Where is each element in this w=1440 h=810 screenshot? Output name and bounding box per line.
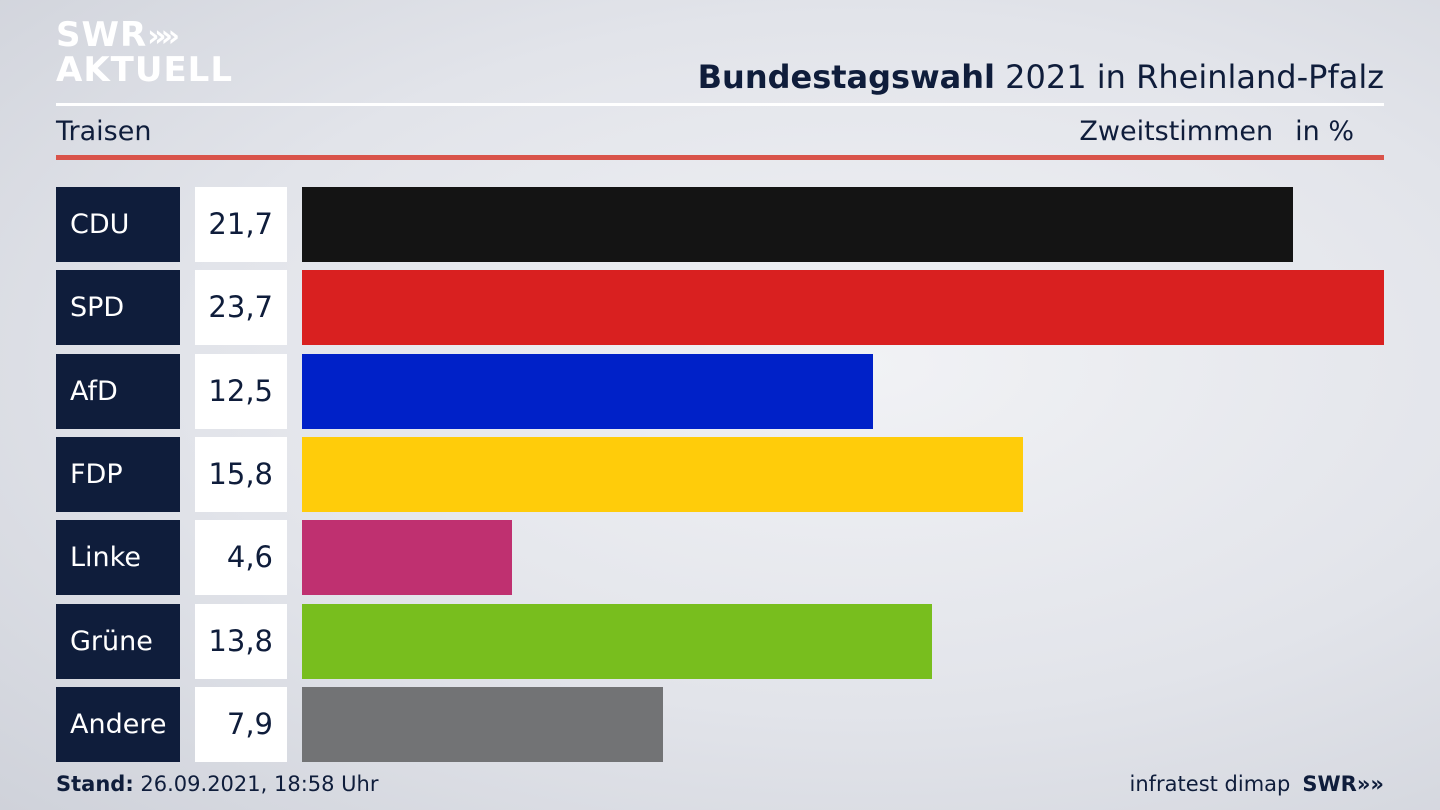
title-bold: Bundestagswahl bbox=[697, 58, 995, 96]
party-label: Grüne bbox=[56, 604, 180, 679]
swr-arrows-icon-2: » bbox=[1370, 772, 1384, 796]
bar-afd bbox=[302, 354, 873, 429]
value-label: 7,9 bbox=[195, 687, 287, 762]
timestamp: Stand: 26.09.2021, 18:58 Uhr bbox=[56, 772, 379, 796]
party-label: CDU bbox=[56, 187, 180, 262]
vote-type: Zweitstimmen bbox=[1079, 116, 1274, 147]
stand-value: 26.09.2021, 18:58 Uhr bbox=[133, 772, 379, 796]
swr-arrows-icon: » bbox=[1356, 772, 1371, 796]
logo-swr-text: SWR bbox=[56, 15, 148, 55]
logo-aktuell: AKTUELL bbox=[56, 50, 234, 90]
source-label: infratest dimap bbox=[1129, 772, 1291, 796]
bar-linke bbox=[302, 520, 512, 595]
bar-row-spd: SPD 23,7 bbox=[56, 270, 1384, 345]
chart-title: Bundestagswahl 2021 in Rheinland-Pfalz bbox=[698, 58, 1384, 96]
bar-spd bbox=[302, 270, 1384, 345]
value-label: 21,7 bbox=[195, 187, 287, 262]
bar-cdu bbox=[302, 187, 1293, 262]
logo-swr: SWR»» bbox=[56, 18, 233, 52]
stand-label: Stand: bbox=[56, 772, 134, 796]
bar-andere bbox=[302, 687, 663, 762]
bar-fdp bbox=[302, 437, 1023, 512]
party-label: Andere bbox=[56, 687, 180, 762]
vote-type-label: Zweitstimmen in % bbox=[1079, 116, 1354, 147]
value-label: 13,8 bbox=[195, 604, 287, 679]
source-credit: infratest dimap SWR»» bbox=[1130, 772, 1385, 796]
subtitle-divider bbox=[56, 155, 1384, 160]
bar-grüne bbox=[302, 604, 932, 679]
party-label: Linke bbox=[56, 520, 180, 595]
value-label: 15,8 bbox=[195, 437, 287, 512]
swr-brand-logo: SWR»» bbox=[1302, 772, 1384, 796]
value-label: 4,6 bbox=[195, 520, 287, 595]
party-label: SPD bbox=[56, 270, 180, 345]
bar-row-linke: Linke 4,6 bbox=[56, 520, 1384, 595]
swr-brand-text: SWR bbox=[1302, 772, 1357, 796]
bar-row-fdp: FDP 15,8 bbox=[56, 437, 1384, 512]
swr-aktuell-logo: SWR»» AKTUELL bbox=[56, 18, 233, 87]
unit-label: in % bbox=[1295, 116, 1354, 147]
title-rest: 2021 in Rheinland-Pfalz bbox=[995, 58, 1384, 96]
bar-row-andere: Andere 7,9 bbox=[56, 687, 1384, 762]
bar-row-grüne: Grüne 13,8 bbox=[56, 604, 1384, 679]
value-label: 23,7 bbox=[195, 270, 287, 345]
party-label: AfD bbox=[56, 354, 180, 429]
bar-row-cdu: CDU 21,7 bbox=[56, 187, 1384, 262]
location-label: Traisen bbox=[56, 116, 152, 147]
bar-row-afd: AfD 12,5 bbox=[56, 354, 1384, 429]
header-divider bbox=[56, 103, 1384, 106]
value-label: 12,5 bbox=[195, 354, 287, 429]
party-label: FDP bbox=[56, 437, 180, 512]
